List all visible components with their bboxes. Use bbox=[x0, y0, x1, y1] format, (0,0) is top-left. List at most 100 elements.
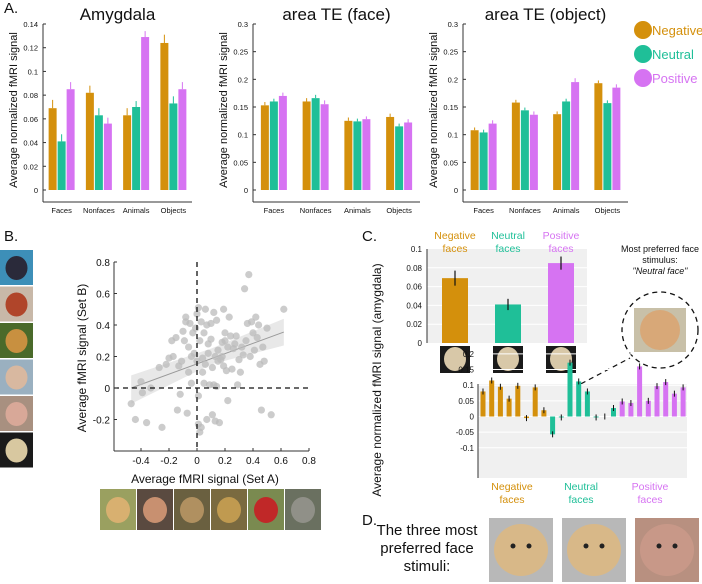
callout-circle bbox=[621, 291, 699, 369]
face-shape bbox=[550, 347, 572, 371]
legend-label-negative: Negative bbox=[652, 23, 702, 38]
eye-shape bbox=[583, 543, 589, 549]
scatter-point bbox=[267, 411, 275, 419]
scatter-point bbox=[197, 423, 205, 431]
bar-positive bbox=[663, 382, 669, 417]
bar-neutral bbox=[479, 132, 488, 190]
panel-label-b: B. bbox=[4, 228, 19, 245]
scatter-point bbox=[259, 343, 267, 351]
y-axis-label: Average normalized fMRI signal bbox=[218, 32, 230, 188]
y-tick-label: 0 bbox=[244, 186, 248, 195]
bar-negative bbox=[386, 116, 395, 190]
scatter-point bbox=[185, 343, 193, 351]
bar-neutral bbox=[94, 115, 103, 190]
bar-positive bbox=[645, 400, 651, 417]
face-shape bbox=[494, 524, 548, 576]
scatter-point bbox=[143, 419, 151, 427]
plot-background bbox=[478, 384, 687, 478]
chart-title: Amygdala bbox=[80, 5, 156, 24]
group-label: faces bbox=[499, 494, 524, 506]
scatter-point bbox=[207, 335, 215, 343]
stimulus-object-shape bbox=[106, 497, 130, 523]
x-tick-label: 0.6 bbox=[274, 456, 288, 467]
bar-positive bbox=[178, 89, 187, 190]
y-tick-label: 0.6 bbox=[96, 290, 110, 301]
category-label: Nonfaces bbox=[83, 206, 115, 215]
y-tick-label: 0 bbox=[418, 339, 423, 348]
scatter-point bbox=[137, 378, 145, 386]
bar-negative bbox=[594, 83, 603, 190]
y-tick-label: 0.1 bbox=[238, 131, 248, 140]
scatter-point bbox=[197, 318, 205, 326]
bar-neutral bbox=[57, 141, 66, 190]
bar-neutral bbox=[520, 110, 529, 190]
face-shape bbox=[497, 347, 519, 371]
category-label: Faces bbox=[264, 206, 285, 215]
y-axis-label: Average fMRI signal (Set B) bbox=[75, 284, 89, 433]
scatter-point bbox=[155, 363, 163, 372]
y-tick-label: 0.4 bbox=[96, 321, 110, 332]
scatter-point bbox=[199, 368, 207, 376]
y-tick-label: -0.05 bbox=[456, 428, 475, 437]
scatter-point bbox=[234, 381, 242, 389]
regression-line bbox=[131, 331, 284, 389]
scatter-point bbox=[248, 318, 256, 326]
panel-label-c: C. bbox=[362, 228, 377, 245]
y-tick-label: -0.2 bbox=[93, 416, 111, 427]
y-tick-label: -0.1 bbox=[460, 444, 474, 453]
panel-label-d: D. bbox=[362, 512, 377, 529]
scatter-point bbox=[221, 337, 229, 345]
y-tick-label: 0.1 bbox=[28, 67, 38, 76]
bar-neutral bbox=[269, 101, 278, 190]
scatter-point bbox=[245, 271, 253, 279]
y-tick-label: 0.1 bbox=[411, 245, 423, 254]
category-label: Positive bbox=[543, 230, 580, 242]
scatter-point bbox=[204, 349, 212, 357]
scatter-point bbox=[224, 343, 232, 351]
bar-neutral bbox=[603, 103, 612, 190]
scatter-point bbox=[224, 397, 232, 405]
scatter-point bbox=[193, 310, 201, 318]
scatter-point bbox=[250, 346, 258, 354]
face-shape bbox=[444, 347, 466, 371]
bar-positive bbox=[628, 403, 634, 417]
scatter-point bbox=[192, 324, 200, 332]
bar-negative bbox=[553, 114, 562, 190]
eye-shape bbox=[656, 543, 662, 549]
chart-title: area TE (object) bbox=[485, 5, 607, 24]
category-label: Animals bbox=[123, 206, 150, 215]
y-tick-label: 0.06 bbox=[23, 115, 38, 124]
category-label: Objects bbox=[386, 206, 412, 215]
bar-positive bbox=[320, 104, 329, 190]
bar-negative bbox=[123, 115, 132, 190]
scatter-point bbox=[220, 305, 228, 313]
bar-positive bbox=[103, 123, 112, 190]
y-tick-label: 0 bbox=[34, 186, 38, 195]
stimulus-object-shape bbox=[180, 497, 204, 523]
scatter-point bbox=[182, 313, 190, 321]
category-label: Animals bbox=[344, 206, 371, 215]
y-tick-label: 0.06 bbox=[406, 283, 422, 292]
y-axis-label: Average normalized fMRI signal bbox=[8, 32, 20, 188]
scatter-point bbox=[207, 319, 215, 328]
eye-shape bbox=[599, 543, 605, 549]
bar-positive bbox=[619, 401, 625, 417]
scatter-point bbox=[203, 415, 211, 424]
bar-positive bbox=[612, 87, 621, 190]
scatter-point bbox=[225, 313, 233, 321]
eye-shape bbox=[672, 543, 678, 549]
category-label: Neutral bbox=[491, 230, 525, 242]
legend-marker-negative bbox=[634, 21, 652, 39]
category-label: Faces bbox=[473, 206, 494, 215]
bar-negative bbox=[470, 130, 479, 190]
legend-label-neutral: Neutral bbox=[652, 47, 694, 62]
bar-positive bbox=[529, 114, 538, 190]
category-label: faces bbox=[442, 243, 467, 255]
category-label: Objects bbox=[161, 206, 187, 215]
bar-negative bbox=[160, 42, 169, 190]
bar-positive bbox=[548, 263, 574, 343]
scatter-point bbox=[260, 357, 268, 365]
bar-neutral bbox=[567, 362, 573, 417]
scatter-point bbox=[252, 313, 260, 321]
scatter-point bbox=[131, 415, 139, 424]
